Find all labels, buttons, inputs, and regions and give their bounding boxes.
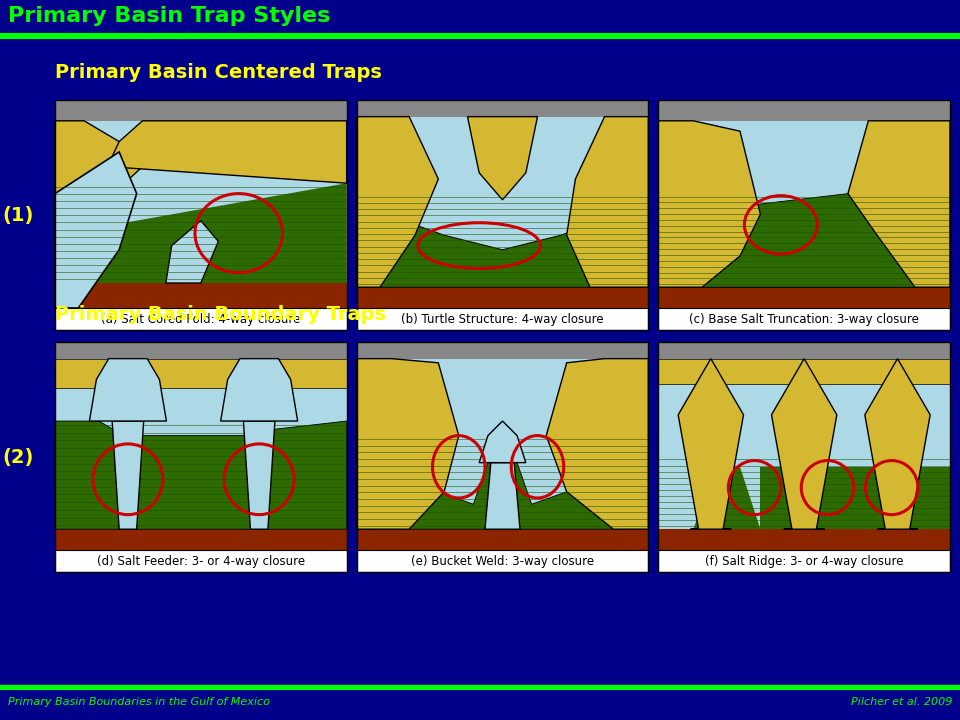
Polygon shape [357, 529, 648, 550]
Text: Pilcher et al. 2009: Pilcher et al. 2009 [851, 697, 952, 707]
Text: Primary Basin Trap Styles: Primary Basin Trap Styles [8, 6, 330, 26]
Polygon shape [566, 117, 648, 287]
Polygon shape [659, 342, 950, 550]
Polygon shape [108, 121, 347, 183]
Polygon shape [55, 421, 347, 529]
Polygon shape [740, 194, 869, 256]
Polygon shape [55, 529, 347, 550]
Polygon shape [357, 342, 648, 359]
Text: (a) Salt Cored Fold: 4-way closure: (a) Salt Cored Fold: 4-way closure [101, 312, 300, 325]
Text: Primary Basin Centered Traps: Primary Basin Centered Traps [55, 63, 382, 82]
Text: (d) Salt Feeder: 3- or 4-way closure: (d) Salt Feeder: 3- or 4-way closure [97, 554, 305, 567]
Polygon shape [659, 194, 950, 287]
Polygon shape [55, 100, 347, 121]
Polygon shape [55, 283, 347, 308]
Polygon shape [772, 359, 837, 529]
Polygon shape [659, 529, 950, 550]
Polygon shape [55, 100, 347, 308]
Polygon shape [659, 121, 760, 287]
Text: (c) Base Salt Truncation: 3-way closure: (c) Base Salt Truncation: 3-way closure [689, 312, 919, 325]
Polygon shape [485, 463, 520, 529]
Polygon shape [55, 342, 347, 359]
Text: (e) Bucket Weld: 3-way closure: (e) Bucket Weld: 3-way closure [411, 554, 594, 567]
Polygon shape [848, 121, 950, 287]
Text: (1): (1) [2, 205, 34, 225]
Polygon shape [357, 308, 648, 330]
Polygon shape [468, 117, 538, 200]
Polygon shape [357, 359, 459, 529]
Polygon shape [89, 359, 166, 421]
Polygon shape [357, 463, 648, 529]
Polygon shape [546, 359, 648, 529]
Polygon shape [55, 183, 347, 283]
Text: Primary Basin Boundary Traps: Primary Basin Boundary Traps [55, 305, 386, 324]
Polygon shape [479, 421, 526, 463]
Polygon shape [55, 308, 347, 330]
Polygon shape [55, 121, 142, 246]
Polygon shape [659, 308, 950, 330]
Polygon shape [357, 100, 648, 117]
Text: (b) Turtle Structure: 4-way closure: (b) Turtle Structure: 4-way closure [401, 312, 604, 325]
Polygon shape [55, 359, 347, 388]
Polygon shape [357, 100, 648, 308]
Polygon shape [357, 550, 648, 572]
Polygon shape [659, 550, 950, 572]
Text: (f) Salt Ridge: 3- or 4-way closure: (f) Salt Ridge: 3- or 4-way closure [705, 554, 903, 567]
Text: (2): (2) [2, 448, 34, 467]
Text: Primary Basin Boundaries in the Gulf of Mexico: Primary Basin Boundaries in the Gulf of … [8, 697, 270, 707]
Polygon shape [357, 287, 648, 308]
Polygon shape [760, 467, 848, 529]
Polygon shape [659, 229, 950, 287]
Polygon shape [55, 342, 347, 550]
Polygon shape [55, 550, 347, 572]
Polygon shape [221, 359, 298, 421]
Polygon shape [659, 342, 950, 359]
Polygon shape [166, 220, 218, 283]
Polygon shape [678, 359, 743, 529]
Polygon shape [659, 359, 950, 384]
Polygon shape [55, 152, 136, 308]
Polygon shape [244, 421, 275, 529]
Polygon shape [357, 194, 648, 287]
Polygon shape [848, 467, 950, 529]
Polygon shape [865, 359, 930, 529]
Polygon shape [357, 342, 648, 550]
Polygon shape [659, 467, 760, 529]
Polygon shape [659, 100, 950, 121]
Polygon shape [659, 287, 950, 308]
Polygon shape [357, 117, 439, 287]
Polygon shape [112, 421, 144, 529]
Polygon shape [659, 100, 950, 308]
